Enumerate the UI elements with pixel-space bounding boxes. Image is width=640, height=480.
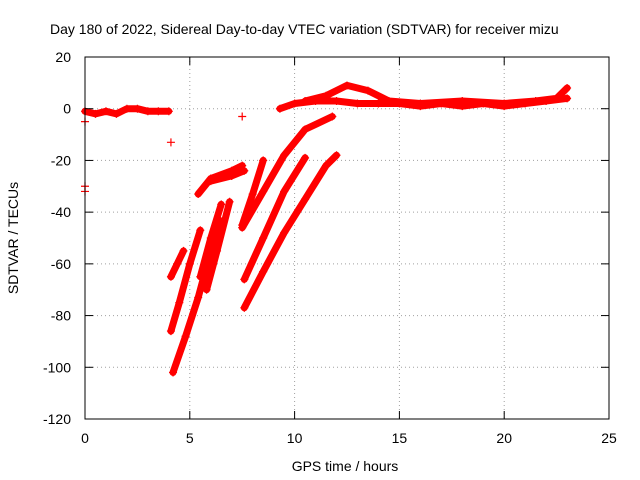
y-tick-label: 0 [63, 101, 71, 117]
data-point [374, 99, 383, 108]
axis-ticks: 0 5 10 15 20 25 -120 -100 -80 -60 -40 -20 0 20 [43, 49, 617, 446]
data-point [531, 96, 540, 105]
series-segment-11 [240, 151, 340, 312]
x-tick-label: 15 [392, 430, 408, 446]
data-point [179, 246, 188, 255]
data-point [280, 228, 289, 237]
data-point [133, 104, 142, 113]
data-point [185, 259, 194, 268]
data-point [112, 109, 121, 118]
data-point [164, 107, 173, 116]
data-point [458, 96, 467, 105]
data-point [563, 94, 572, 103]
data-point [194, 190, 203, 199]
data-point [290, 99, 299, 108]
data-point [238, 223, 247, 232]
data-point [500, 99, 509, 108]
data-point [280, 151, 289, 160]
y-tick-label: -60 [51, 256, 71, 272]
data-point [154, 107, 163, 116]
data-point [332, 96, 341, 105]
data-point [275, 104, 284, 113]
data-point [175, 298, 184, 307]
data-point [227, 171, 236, 180]
data-point [322, 161, 331, 170]
y-tick-label: -100 [43, 359, 71, 375]
series-segment-6 [194, 162, 246, 198]
data-point [196, 226, 205, 235]
data-point [280, 187, 289, 196]
data-point [301, 125, 310, 134]
y-tick-label: -80 [51, 308, 71, 324]
data-point [166, 327, 175, 336]
data-point [240, 275, 249, 284]
data-point [213, 246, 222, 255]
data-point [101, 107, 110, 116]
y-axis-label: SDTVAR / TECUs [5, 182, 21, 294]
gridlines [85, 57, 609, 419]
data-point [91, 109, 100, 118]
data-point [301, 153, 310, 162]
data-point [196, 272, 205, 281]
data-point [225, 197, 234, 206]
data-point [169, 368, 178, 377]
y-tick-label: -20 [51, 152, 71, 168]
x-tick-label: 5 [186, 430, 194, 446]
chart-title: Day 180 of 2022, Sidereal Day-to-day VTE… [50, 21, 559, 37]
data-point [259, 267, 268, 276]
outlier-point [238, 112, 247, 121]
x-tick-label: 20 [496, 430, 512, 446]
data-point [363, 86, 372, 95]
data-point [259, 187, 268, 196]
x-tick-label: 10 [287, 430, 303, 446]
data-point [332, 151, 341, 160]
series-segment-2 [167, 226, 204, 335]
data-point [240, 166, 249, 175]
data-point [206, 234, 215, 242]
x-tick-label: 25 [601, 430, 617, 446]
data-point [166, 272, 175, 281]
data-point [173, 259, 182, 268]
data-point [206, 177, 215, 186]
x-axis-label: GPS time / hours [292, 458, 399, 474]
data-point [122, 104, 131, 113]
data-point [552, 94, 561, 103]
outlier-point [166, 138, 175, 147]
data-point [328, 112, 337, 121]
data-point [416, 99, 425, 108]
data-point [259, 156, 268, 165]
data-point [353, 99, 362, 108]
data-point [248, 190, 257, 199]
data-point [259, 234, 268, 242]
data-point [343, 81, 351, 90]
data-point [301, 195, 310, 204]
data-point [322, 91, 331, 100]
data-point [240, 303, 249, 312]
data-point [301, 96, 310, 105]
data-point [202, 285, 211, 294]
x-tick-label: 0 [81, 430, 89, 446]
plot-frame [84, 56, 610, 420]
y-tick-label: -40 [51, 204, 71, 220]
data-point [563, 84, 572, 93]
data-point [384, 96, 393, 105]
data-point [194, 293, 203, 302]
series-segment-10 [240, 154, 309, 283]
data-point [143, 107, 152, 116]
data-point [217, 200, 226, 209]
y-tick-label: 20 [55, 49, 71, 65]
y-tick-label: -120 [43, 411, 71, 427]
data-point [181, 332, 190, 341]
